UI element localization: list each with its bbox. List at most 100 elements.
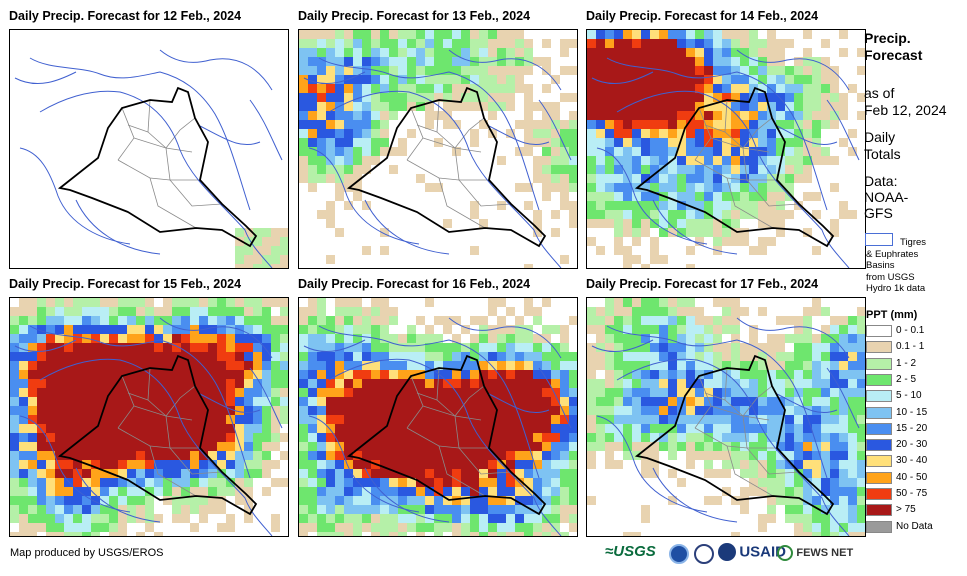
precip-cell (317, 156, 326, 165)
precip-cell (262, 255, 271, 264)
precip-cell (181, 442, 190, 451)
precip-cell (127, 496, 136, 505)
precip-cell (569, 120, 577, 129)
precip-cell (208, 487, 217, 496)
precip-cell (362, 424, 371, 433)
precip-cell (515, 370, 524, 379)
precip-cell (82, 424, 91, 433)
legend-data-line3: GFS (864, 205, 893, 221)
precip-cell (37, 514, 46, 523)
precip-cell (623, 183, 632, 192)
precip-cell (136, 415, 145, 424)
precip-cell (136, 406, 145, 415)
precip-cell (344, 307, 353, 316)
precip-cell (208, 433, 217, 442)
precip-cell (713, 442, 722, 451)
precip-cell (839, 451, 848, 460)
precip-cell (335, 48, 344, 57)
precip-cell (560, 496, 569, 505)
precip-cell (353, 156, 362, 165)
precip-cell (154, 406, 163, 415)
precip-cell (641, 129, 650, 138)
precip-cell (371, 442, 380, 451)
precip-cell (839, 415, 848, 424)
precip-cell (767, 210, 776, 219)
precip-cell (10, 361, 19, 370)
precip-cell (389, 415, 398, 424)
precip-cell (271, 325, 280, 334)
precip-cell (641, 388, 650, 397)
precip-cell (271, 343, 280, 352)
precip-cell (596, 388, 605, 397)
precip-cell (731, 460, 740, 469)
precip-cell (659, 156, 668, 165)
precip-cell (596, 129, 605, 138)
precip-cell (623, 334, 632, 343)
precip-cell (389, 523, 398, 532)
precip-cell (443, 57, 452, 66)
precip-cell (434, 66, 443, 75)
legend-daily-line2: Totals (864, 146, 901, 162)
precip-cell (407, 343, 416, 352)
precip-cell (136, 388, 145, 397)
precip-cell (587, 370, 596, 379)
panel-title: Daily Precip. Forecast for 15 Feb., 2024 (9, 277, 242, 291)
precip-cell (244, 478, 253, 487)
precip-cell (271, 361, 280, 370)
precip-cell (73, 343, 82, 352)
precip-cell (659, 219, 668, 228)
precip-cell (100, 379, 109, 388)
precip-cell (235, 388, 244, 397)
precip-cell (299, 514, 308, 523)
precip-cell (109, 370, 118, 379)
precip-cell (244, 406, 253, 415)
precip-cell (416, 424, 425, 433)
precip-cell (821, 505, 830, 514)
precip-cell (668, 129, 677, 138)
precip-cell (353, 147, 362, 156)
precip-cell (19, 460, 28, 469)
precip-cell (848, 424, 857, 433)
precip-cell (326, 352, 335, 361)
precip-cell (335, 460, 344, 469)
precip-cell (262, 264, 271, 268)
precip-cell (803, 532, 812, 536)
precip-cell (73, 334, 82, 343)
precip-cell (371, 307, 380, 316)
precip-cell (461, 379, 470, 388)
precip-cell (623, 228, 632, 237)
precip-cell (91, 307, 100, 316)
precip-cell (587, 66, 596, 75)
precip-cell (749, 406, 758, 415)
precip-cell (226, 433, 235, 442)
precip-cell (145, 298, 154, 307)
precip-cell (587, 379, 596, 388)
precip-cell (28, 433, 37, 442)
precip-cell (677, 39, 686, 48)
legend-asof-line2: Feb 12, 2024 (864, 102, 947, 118)
precip-cell (118, 487, 127, 496)
precip-cell (731, 84, 740, 93)
precip-cell (533, 451, 542, 460)
precip-cell (605, 442, 614, 451)
precip-cell (461, 102, 470, 111)
precip-cell (785, 415, 794, 424)
precip-cell (605, 93, 614, 102)
precip-cell (731, 298, 740, 307)
precip-cell (299, 343, 308, 352)
precip-cell (803, 147, 812, 156)
precip-cell (425, 397, 434, 406)
precip-cell (452, 532, 461, 536)
precip-cell (641, 39, 650, 48)
precip-cell (100, 343, 109, 352)
precip-cell (857, 397, 865, 406)
precip-cell (37, 478, 46, 487)
precip-cell (353, 111, 362, 120)
province-boundary (416, 392, 438, 401)
precip-cell (344, 496, 353, 505)
precip-cell (190, 442, 199, 451)
precip-cell (335, 469, 344, 478)
precip-cell (695, 39, 704, 48)
precip-cell (217, 370, 226, 379)
precip-cell (614, 361, 623, 370)
